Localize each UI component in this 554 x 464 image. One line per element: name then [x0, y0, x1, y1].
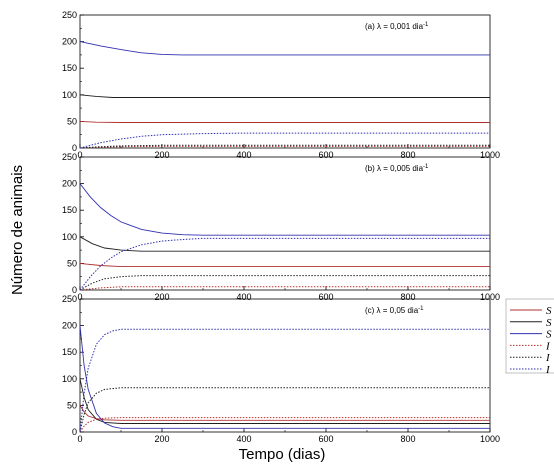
y-tick-label: 100: [62, 90, 77, 100]
panel-annotation: (a) λ = 0,001 dia-1: [365, 22, 429, 31]
legend-label: S: [546, 329, 552, 341]
y-tick-label: 250: [62, 294, 77, 304]
series-line-2: [79, 378, 490, 424]
annotation-superscript: -1: [423, 164, 429, 170]
x-tick-label: 600: [318, 434, 333, 444]
plot-frame: [79, 14, 491, 149]
legend-label: I: [545, 352, 551, 364]
series-line-1: [79, 120, 490, 123]
y-tick-label: 150: [62, 63, 77, 73]
plot-frame: [79, 156, 491, 291]
series-line-6: [79, 328, 490, 433]
x-tick-label: 200: [154, 150, 169, 160]
y-tick-label: 200: [62, 179, 77, 189]
panel-annotation: (c) λ = 0,05 dia-1: [365, 306, 424, 315]
series-line-4: [79, 417, 490, 433]
y-tick-label: 0: [72, 427, 77, 437]
annotation-superscript: -1: [418, 306, 424, 312]
x-tick-label: 1000: [480, 292, 500, 302]
series-line-6: [79, 237, 490, 291]
series-line-3: [79, 183, 490, 236]
x-tick-label: 600: [318, 150, 333, 160]
x-tick-label: 600: [318, 292, 333, 302]
y-tick-label: 0: [72, 285, 77, 295]
x-tick-label: 800: [400, 292, 415, 302]
x-tick-label: 1000: [480, 150, 500, 160]
legend-label: S: [546, 317, 552, 329]
x-tick-label: 0: [77, 150, 82, 160]
x-tick-label: 400: [236, 150, 251, 160]
y-tick-label: 200: [62, 37, 77, 47]
annotation-superscript: -1: [423, 22, 429, 28]
x-tick-label: 400: [236, 434, 251, 444]
y-tick-label: 50: [67, 400, 77, 410]
x-tick-label: 200: [154, 434, 169, 444]
series-line-1: [79, 262, 490, 268]
series-line-2: [79, 236, 490, 252]
panel-annotation: (b) λ = 0,005 dia-1: [365, 164, 429, 173]
y-tick-label: 150: [62, 347, 77, 357]
y-tick-label: 50: [67, 116, 77, 126]
series-line-3: [79, 325, 490, 429]
series-line-6: [79, 132, 490, 149]
x-tick-label: 200: [154, 292, 169, 302]
series-line-5: [79, 275, 490, 291]
y-tick-label: 100: [62, 374, 77, 384]
x-tick-label: 0: [77, 434, 82, 444]
x-tick-label: 1000: [480, 434, 500, 444]
legend-label: I: [545, 364, 551, 376]
series-line-5: [79, 387, 490, 433]
y-tick-label: 250: [62, 10, 77, 20]
x-tick-label: 800: [400, 434, 415, 444]
y-tick-label: 250: [62, 152, 77, 162]
legend-box: [505, 298, 554, 374]
y-tick-label: 150: [62, 205, 77, 215]
x-tick-label: 800: [400, 150, 415, 160]
legend-label: S: [546, 305, 552, 317]
y-tick-label: 0: [72, 143, 77, 153]
plot-frame: [79, 298, 491, 433]
x-axis-title: Tempo (dias): [239, 446, 326, 463]
y-tick-label: 200: [62, 321, 77, 331]
y-axis-title: Número de animais: [9, 165, 26, 295]
x-tick-label: 0: [77, 292, 82, 302]
x-tick-label: 400: [236, 292, 251, 302]
y-tick-label: 50: [67, 258, 77, 268]
legend-label: I: [545, 340, 551, 352]
series-line-3: [79, 41, 490, 56]
y-tick-label: 100: [62, 232, 77, 242]
series-line-2: [79, 94, 490, 98]
